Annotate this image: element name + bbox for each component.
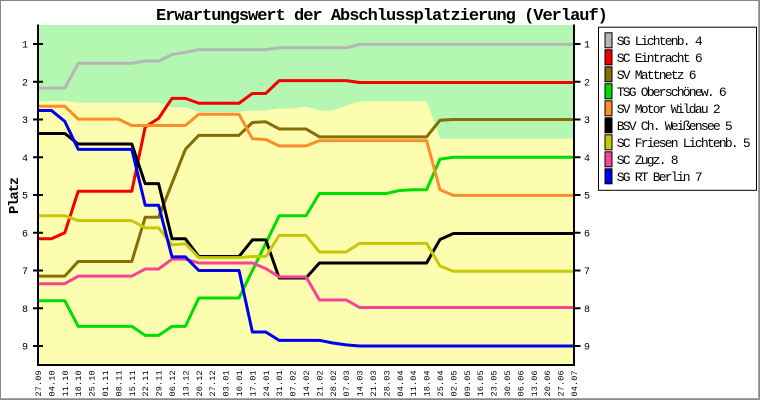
svg-text:2: 2 [584, 78, 590, 89]
svg-text:18.10: 18.10 [74, 370, 84, 396]
svg-text:27.06: 27.06 [557, 370, 567, 396]
svg-text:20.06: 20.06 [543, 370, 553, 396]
svg-text:SG RT Berlin 7: SG RT Berlin 7 [617, 170, 702, 185]
svg-text:22.11: 22.11 [141, 370, 151, 396]
svg-text:03.01: 03.01 [222, 370, 232, 396]
svg-text:13.06: 13.06 [530, 370, 540, 396]
svg-text:6: 6 [584, 229, 590, 240]
svg-text:Platz: Platz [7, 177, 23, 214]
svg-text:9: 9 [584, 343, 590, 354]
svg-text:13.12: 13.12 [181, 370, 191, 396]
svg-text:18.04: 18.04 [423, 370, 433, 396]
svg-text:02.05: 02.05 [449, 370, 459, 396]
svg-text:28.02: 28.02 [329, 370, 339, 396]
svg-text:06.06: 06.06 [516, 370, 526, 396]
svg-text:SG Lichtenb. 4: SG Lichtenb. 4 [617, 34, 703, 49]
svg-text:21.03: 21.03 [369, 370, 379, 396]
svg-text:25.10: 25.10 [88, 370, 98, 396]
svg-text:27.09: 27.09 [34, 370, 44, 396]
svg-text:3: 3 [22, 116, 28, 127]
svg-text:SV Motor Wildau 2: SV Motor Wildau 2 [617, 102, 720, 117]
svg-text:16.05: 16.05 [476, 370, 486, 396]
svg-text:23.05: 23.05 [490, 370, 500, 396]
svg-text:04.10: 04.10 [47, 370, 57, 396]
svg-text:14.03: 14.03 [356, 370, 366, 396]
svg-text:7: 7 [584, 267, 590, 278]
svg-text:08.11: 08.11 [114, 370, 124, 396]
svg-text:11.10: 11.10 [61, 370, 71, 396]
svg-text:01.11: 01.11 [101, 370, 111, 396]
svg-text:10.01: 10.01 [235, 370, 245, 396]
svg-text:BSV Ch. Weißensee 5: BSV Ch. Weißensee 5 [617, 119, 732, 134]
svg-text:30.05: 30.05 [503, 370, 513, 396]
svg-text:14.02: 14.02 [302, 370, 312, 396]
svg-text:24.01: 24.01 [262, 370, 272, 396]
svg-text:31.01: 31.01 [275, 370, 285, 396]
svg-text:9: 9 [22, 343, 28, 354]
svg-text:17.01: 17.01 [248, 370, 258, 396]
svg-text:07.02: 07.02 [289, 370, 299, 396]
svg-text:1: 1 [584, 41, 590, 52]
svg-text:07.03: 07.03 [342, 370, 352, 396]
svg-text:1: 1 [22, 41, 28, 52]
svg-text:SV Mattnetz 6: SV Mattnetz 6 [617, 68, 696, 83]
svg-text:SC Zugz. 8: SC Zugz. 8 [617, 153, 678, 168]
svg-text:8: 8 [584, 305, 590, 316]
svg-text:TSG Oberschönew. 6: TSG Oberschönew. 6 [617, 85, 726, 100]
svg-text:15.11: 15.11 [128, 370, 138, 396]
svg-text:7: 7 [22, 267, 28, 278]
svg-text:25.04: 25.04 [436, 370, 446, 396]
svg-text:5: 5 [22, 192, 28, 203]
svg-text:3: 3 [584, 116, 590, 127]
svg-text:4: 4 [584, 154, 590, 165]
svg-text:Erwartungswert der Abschlusspl: Erwartungswert der Abschlussplatzierung … [156, 7, 607, 26]
svg-text:04.04: 04.04 [396, 370, 406, 396]
svg-text:SC Eintracht 6: SC Eintracht 6 [617, 51, 702, 66]
svg-text:29.11: 29.11 [155, 370, 165, 396]
svg-text:4: 4 [22, 154, 28, 165]
svg-text:27.12: 27.12 [208, 370, 218, 396]
svg-text:28.03: 28.03 [382, 370, 392, 396]
svg-text:SC Friesen Lichtenb. 5: SC Friesen Lichtenb. 5 [617, 136, 750, 151]
svg-text:20.12: 20.12 [195, 370, 205, 396]
svg-text:21.02: 21.02 [315, 370, 325, 396]
svg-text:06.12: 06.12 [168, 370, 178, 396]
svg-text:8: 8 [22, 305, 28, 316]
svg-text:6: 6 [22, 229, 28, 240]
svg-text:2: 2 [22, 78, 28, 89]
svg-text:09.05: 09.05 [463, 370, 473, 396]
svg-text:11.04: 11.04 [409, 370, 419, 396]
svg-text:5: 5 [584, 192, 590, 203]
svg-text:04.07: 04.07 [570, 370, 580, 396]
